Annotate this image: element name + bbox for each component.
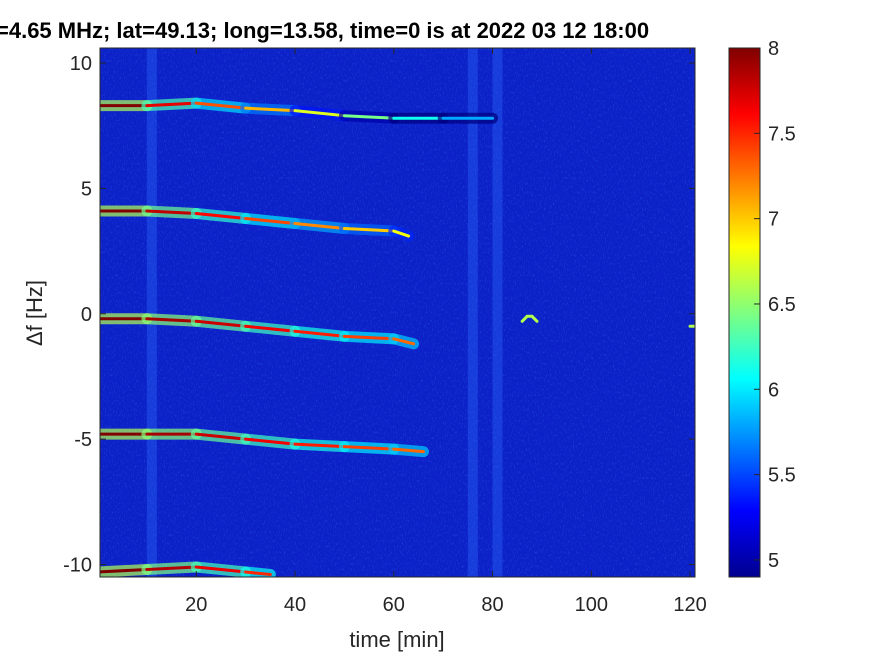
trace-core xyxy=(194,211,248,220)
x-tick-label: 120 xyxy=(673,594,706,616)
signal-blips xyxy=(520,314,695,328)
trace-core xyxy=(145,209,198,215)
colorbar-bar xyxy=(728,47,761,578)
noise-band xyxy=(467,48,478,577)
trace-core xyxy=(194,319,248,328)
noise-bands xyxy=(146,48,503,577)
colorbar-tick-label: 5.5 xyxy=(768,465,796,487)
x-tick-label: 100 xyxy=(575,594,608,616)
trace-core xyxy=(293,221,346,231)
plot-area xyxy=(100,48,695,577)
trace-core xyxy=(244,216,297,225)
noise-band xyxy=(146,48,157,577)
chart-title: =4.65 MHz; lat=49.13; long=13.58, time=0… xyxy=(0,18,649,43)
trace-core xyxy=(342,227,396,233)
trace-core xyxy=(194,101,248,110)
trace-core xyxy=(392,229,411,238)
x-axis: 20 40 60 80 100 120 xyxy=(185,48,707,616)
trace-core xyxy=(194,565,248,574)
y-tick-label: -10 xyxy=(63,554,92,576)
trace-core xyxy=(342,114,396,120)
trace-core xyxy=(342,445,396,451)
trace-core xyxy=(342,334,396,341)
colorbar-tick-label: 5 xyxy=(768,550,779,572)
signal-trace xyxy=(100,313,420,350)
signal-trace xyxy=(100,97,499,124)
trace-core xyxy=(244,106,297,113)
colorbar-tick-label: 6 xyxy=(768,379,779,401)
plot-frame xyxy=(99,47,696,578)
y-tick-label: 10 xyxy=(70,53,92,75)
colorbar-tick-label: 7.5 xyxy=(768,123,796,145)
x-axis-label: time [min] xyxy=(349,627,444,652)
trace-core xyxy=(293,442,346,449)
colorbar-tick-label: 7 xyxy=(768,209,779,231)
signal-trace xyxy=(100,428,429,458)
signal-blip xyxy=(520,314,539,323)
signal-trace xyxy=(100,205,415,242)
y-tick-label: 0 xyxy=(81,304,92,326)
y-axis: 10 5 0 -5 -10 xyxy=(63,53,695,576)
x-tick-label: 60 xyxy=(383,594,405,616)
trace-core xyxy=(145,317,198,323)
trace-core xyxy=(100,567,149,574)
trace-core xyxy=(145,565,198,571)
signal-traces xyxy=(100,97,499,577)
trace-core xyxy=(194,432,248,441)
trace-core xyxy=(244,437,297,446)
colorbar-tick-label: 8 xyxy=(768,38,779,60)
colorbar-tick-label: 6.5 xyxy=(768,294,796,316)
trace-core xyxy=(244,570,272,576)
y-tick-label: 5 xyxy=(81,178,92,200)
y-tick-label: -5 xyxy=(74,429,92,451)
x-tick-label: 80 xyxy=(481,594,503,616)
y-axis-label: Δf [Hz] xyxy=(22,280,47,346)
trace-core xyxy=(293,109,346,118)
trace-core xyxy=(145,101,198,108)
trace-core xyxy=(392,447,425,454)
heatmap-noise xyxy=(100,48,695,577)
trace-core xyxy=(244,324,297,333)
colorbar: 8 7.5 7 6.5 6 5.5 5 xyxy=(728,38,796,578)
trace-core xyxy=(392,337,416,346)
trace-core xyxy=(293,329,346,338)
x-tick-label: 20 xyxy=(185,594,207,616)
signal-trace xyxy=(100,561,276,577)
colorbar-ticks: 8 7.5 7 6.5 6 5.5 5 xyxy=(754,38,796,572)
x-tick-label: 40 xyxy=(284,594,306,616)
noise-band xyxy=(492,48,503,577)
